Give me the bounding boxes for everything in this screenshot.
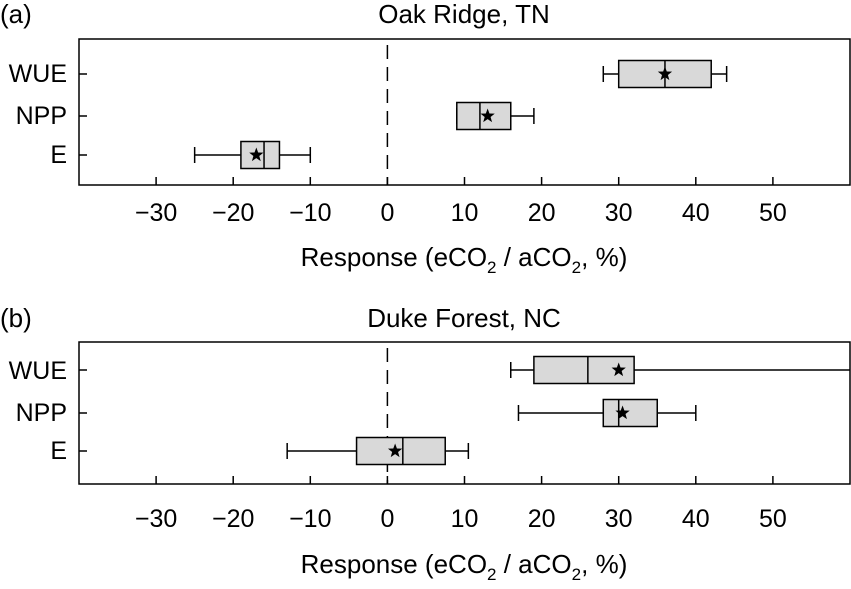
panel-b-plot [79, 348, 850, 484]
panel-a-x-tick-label: 40 [682, 199, 710, 227]
panel-a-x-tick-label: −30 [135, 199, 177, 227]
panel-a-e-mean-star [249, 147, 264, 162]
panel-a-tag: (a) [0, 0, 32, 29]
panel-b-x-tick-label: 10 [451, 505, 479, 533]
panel-a-plot [79, 45, 728, 185]
panel-b-e-box [355, 436, 446, 466]
panel-b-category-label-npp: NPP [16, 399, 67, 427]
panel-a-x-ticks: −30 −20 −10 0 10 20 30 40 50 [135, 177, 787, 227]
panel-a-x-tick-label: 50 [759, 199, 787, 227]
panel-a-x-tick-label: 20 [528, 199, 556, 227]
panel-a-category-label-wue: WUE [9, 60, 67, 88]
panel-b-npp-box [602, 398, 659, 428]
panel-b-category-label-wue: WUE [9, 357, 67, 385]
panel-b-x-tick-label: 50 [759, 505, 787, 533]
panel-a-wue-mean-star [657, 66, 673, 81]
panel-b-tag: (b) [0, 303, 32, 333]
panel-b-e-mean-star [387, 443, 403, 458]
panel-b-x-axis-label-subscript: 2 [487, 565, 496, 584]
panel-a: (a) Oak Ridge, TN WUE NPP E −30 −20 −10 0 10… [0, 0, 851, 277]
panel-b-x-tick-label: 30 [605, 505, 633, 533]
panel-b-x-axis-label-part: / aCO [497, 549, 572, 579]
panel-a-x-tick-label: 10 [451, 199, 479, 227]
panel-b-npp-mean-star [615, 405, 630, 420]
panel-a-category-label-e: E [50, 141, 67, 169]
panel-b-x-axis-label-part: , %) [581, 549, 627, 579]
panel-b-x-axis-label-part: Response (eCO [301, 549, 487, 579]
panel-b-x-axis-label: Response (eCO2 / aCO2, %) [301, 549, 628, 584]
panel-b-title: Duke Forest, NC [367, 303, 561, 333]
panel-a-x-axis-label: Response (eCO2 / aCO2, %) [301, 242, 628, 277]
panel-a-x-tick-label: −10 [289, 199, 331, 227]
panel-b-x-tick-label: 40 [682, 505, 710, 533]
panel-b-x-ticks: −30 −20 −10 0 10 20 30 40 50 [135, 476, 787, 533]
panel-a-x-axis-label-part: Response (eCO [301, 242, 487, 272]
panel-a-category-label-npp: NPP [16, 102, 67, 130]
panel-a-title: Oak Ridge, TN [378, 0, 549, 29]
panel-a-x-axis-label-part: , %) [581, 242, 627, 272]
panel-b-x-axis-label-subscript: 2 [572, 565, 581, 584]
panel-b-x-tick-label: −30 [135, 505, 177, 533]
panel-b-x-tick-label: 20 [528, 505, 556, 533]
panel-b-category-label-e: E [50, 437, 67, 465]
panel-b-x-tick-label: −20 [212, 505, 254, 533]
panel-a-npp-box [456, 101, 512, 131]
panel-b-x-tick-label: −10 [289, 505, 331, 533]
panel-b-wue-mean-star [611, 362, 626, 377]
panel-a-x-axis-label-subscript: 2 [572, 258, 581, 277]
panel-a-x-tick-label: 30 [605, 199, 633, 227]
panel-b-x-tick-label: 0 [380, 505, 394, 533]
panel-a-x-axis-label-part: / aCO [497, 242, 572, 272]
panel-a-x-tick-label: −20 [212, 199, 254, 227]
panel-b-frame [78, 341, 851, 485]
panel-a-x-axis-label-subscript: 2 [487, 258, 496, 277]
panel-a-npp-mean-star [480, 108, 495, 123]
panel-a-x-tick-label: 0 [380, 199, 394, 227]
panel-b: (b) Duke Forest, NC WUE NPP E −30 −20 −10 0… [0, 303, 851, 584]
